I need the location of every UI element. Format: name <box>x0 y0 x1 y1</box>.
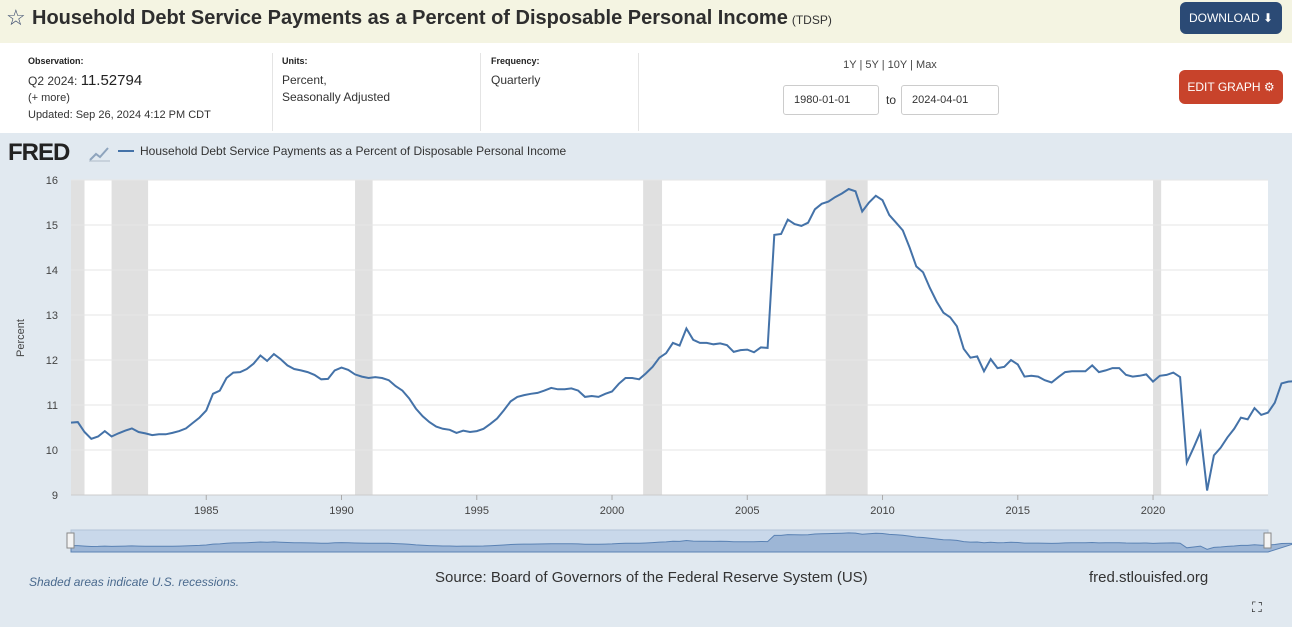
y-tick-label: 13 <box>46 310 58 322</box>
navigator-left-handle[interactable] <box>66 532 75 549</box>
x-tick-label: 2005 <box>735 505 759 517</box>
navigator-right-handle[interactable] <box>1263 532 1272 549</box>
recession-note: Shaded areas indicate U.S. recessions. <box>29 575 240 589</box>
frequency-label: Frequency: <box>491 56 540 66</box>
recession-band <box>825 180 868 495</box>
recession-band <box>111 180 149 495</box>
x-tick-label: 2020 <box>1141 505 1165 517</box>
range-sep: | <box>910 59 913 71</box>
recession-band <box>643 180 663 495</box>
series-title: Household Debt Service Payments as a Per… <box>32 7 788 29</box>
range-5y[interactable]: 5Y <box>865 59 879 71</box>
x-tick-label: 1990 <box>329 505 353 517</box>
x-tick-label: 2000 <box>600 505 624 517</box>
line-chart[interactable]: 9 10 11 12 13 14 15 16 1985 1990 1995 2000 2005 2010… <box>0 133 1292 627</box>
range-10y[interactable]: 10Y <box>887 59 908 71</box>
legend-swatch <box>118 150 134 152</box>
series-id: (TDSP) <box>791 13 832 27</box>
range-max[interactable]: Max <box>916 59 937 71</box>
fred-site-link[interactable]: fred.stlouisfed.org <box>1089 569 1209 586</box>
units-line-1: Percent, <box>282 73 327 87</box>
start-date-input[interactable] <box>783 85 879 115</box>
observation-block: Observation: Q2 2024: 11.52794 (+ more) … <box>28 53 211 124</box>
units-block: Units: Percent, Seasonally Adjusted <box>282 53 390 106</box>
navigator-area <box>70 532 1292 553</box>
gridlines <box>71 179 1268 496</box>
series-line[interactable] <box>70 187 1292 491</box>
page-header: ☆ Household Debt Service Payments as a P… <box>0 0 1292 43</box>
y-axis: 9 10 11 12 13 14 15 16 <box>46 175 58 502</box>
chart-panel: FRED Household Debt Service Payments as … <box>0 133 1292 627</box>
frequency-value: Quarterly <box>491 73 541 87</box>
fred-graph-icon <box>89 147 110 162</box>
observation-value: 11.52794 <box>80 72 143 89</box>
observation-label: Observation: <box>28 56 84 66</box>
y-axis-label: Percent <box>15 319 27 357</box>
metadata-bar: Observation: Q2 2024: 11.52794 (+ more) … <box>0 45 1292 131</box>
source-note: Source: Board of Governors of the Federa… <box>435 569 868 586</box>
fullscreen-icon[interactable]: ⛶ <box>1252 599 1262 615</box>
range-navigator[interactable] <box>66 529 1292 553</box>
frequency-block: Frequency: Quarterly <box>491 53 540 89</box>
range-sep: | <box>881 59 885 71</box>
to-label: to <box>886 93 897 107</box>
y-tick-label: 9 <box>52 490 58 502</box>
divider <box>638 53 639 131</box>
divider <box>480 53 481 131</box>
x-tick-label: 1995 <box>465 505 489 517</box>
x-tick-label: 2010 <box>870 505 894 517</box>
y-tick-label: 14 <box>46 265 58 277</box>
chart-legend: Household Debt Service Payments as a Per… <box>118 144 566 158</box>
download-button[interactable]: DOWNLOAD ⬇ <box>1180 2 1282 34</box>
more-observations-link[interactable]: (+ more) <box>28 92 70 104</box>
range-sep: | <box>859 59 863 71</box>
recession-band <box>1153 180 1162 495</box>
y-tick-label: 15 <box>46 220 58 232</box>
recession-band <box>355 180 373 495</box>
x-tick-label: 1985 <box>194 505 218 517</box>
plot-background <box>71 180 1268 495</box>
legend-label: Household Debt Service Payments as a Per… <box>140 144 567 158</box>
x-axis: 1985 1990 1995 2000 2005 2010 2015 2020 <box>71 494 1268 517</box>
y-tick-label: 12 <box>46 355 58 367</box>
y-tick-label: 16 <box>46 175 58 187</box>
y-tick-label: 11 <box>47 400 58 412</box>
recession-band <box>71 180 85 495</box>
favorite-star-icon[interactable]: ☆ <box>6 5 26 30</box>
y-tick-label: 10 <box>46 445 58 457</box>
fred-logo: FRED <box>8 139 70 166</box>
page-title: Household Debt Service Payments as a Per… <box>32 6 832 32</box>
recession-shading <box>71 180 1162 495</box>
x-tick-label: 2015 <box>1006 505 1030 517</box>
observation-period: Q2 2024: <box>28 74 78 88</box>
edit-graph-button[interactable]: EDIT GRAPH ⚙ <box>1179 70 1283 104</box>
divider <box>272 53 273 131</box>
updated-timestamp: Updated: Sep 26, 2024 4:12 PM CDT <box>28 109 211 121</box>
units-line-2: Seasonally Adjusted <box>282 90 391 104</box>
end-date-input[interactable] <box>901 85 999 115</box>
range-1y[interactable]: 1Y <box>843 59 857 71</box>
units-label: Units: <box>282 56 308 66</box>
range-selector: 1Y | 5Y | 10Y | Max <box>790 59 990 71</box>
